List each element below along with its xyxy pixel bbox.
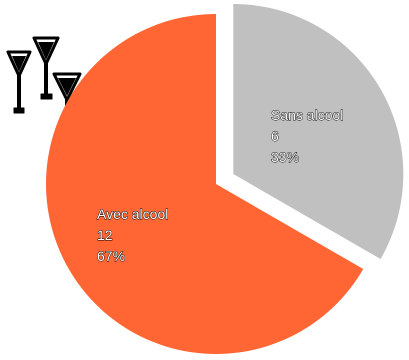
pie-slice-0 <box>233 4 404 259</box>
slice-label-value: 12 <box>97 227 113 243</box>
slice-label-value: 6 <box>271 128 279 144</box>
slice-label-percent: 33% <box>271 149 299 165</box>
pie-slices: Sans alcool 6 33% Avec alcool 12 67% <box>45 4 404 354</box>
slice-label-name: Sans alcool <box>271 107 343 123</box>
pie-slice-1 <box>45 14 364 354</box>
slice-label-name: Avec alcool <box>97 206 168 222</box>
slice-label-percent: 67% <box>97 248 125 264</box>
